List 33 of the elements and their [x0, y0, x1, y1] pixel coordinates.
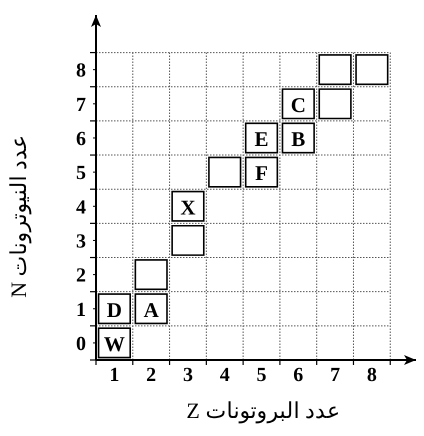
annotation: X	[180, 195, 196, 220]
annotation: A	[144, 298, 160, 322]
y-tick-label: 1	[76, 298, 86, 321]
y-axis-title: عدد النيوترونات N	[6, 134, 32, 298]
x-tick-label: 2	[146, 364, 156, 386]
y-tick-label: 4	[76, 196, 86, 218]
x-tick-label: 4	[220, 364, 230, 386]
x-tick-label: 1	[109, 364, 120, 386]
y-tick-label: 8	[76, 60, 86, 82]
x-axis-title: عدد البروتونات Z	[186, 398, 340, 424]
annotation: F	[255, 161, 268, 186]
point	[171, 224, 205, 256]
point	[318, 54, 352, 86]
annotation: E	[254, 126, 269, 151]
point	[355, 54, 388, 86]
point	[208, 156, 242, 188]
x-tick-label: 3	[182, 364, 193, 386]
y-tick-label: 5	[76, 162, 86, 184]
x-tick-label: 8	[366, 364, 377, 386]
y-tick-label: 0	[76, 332, 86, 355]
x-tick-label: 5	[256, 364, 267, 386]
y-tick-label: 7	[76, 94, 86, 116]
y-tick-label: 6	[76, 128, 86, 150]
x-tick-label: 7	[330, 364, 340, 386]
y-tick-label: 2	[76, 264, 86, 287]
point	[318, 88, 352, 120]
annotation: C	[290, 92, 306, 117]
annotation: D	[106, 298, 122, 322]
annotation: B	[291, 126, 306, 151]
annotation: W	[104, 332, 125, 356]
y-tick-label: 3	[76, 230, 86, 252]
x-tick-label: 6	[293, 364, 304, 386]
point	[134, 259, 168, 290]
